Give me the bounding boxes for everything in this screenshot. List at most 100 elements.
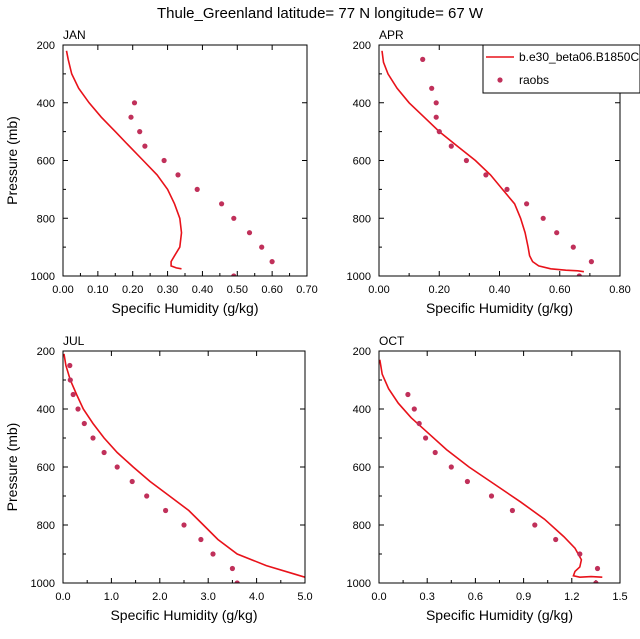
legend-raobs-marker xyxy=(497,77,503,83)
raobs-point xyxy=(448,143,454,149)
model-profile-line xyxy=(379,359,603,579)
y-tick-label: 600 xyxy=(353,462,371,474)
figure-title: Thule_Greenland latitude= 77 N longitude… xyxy=(157,5,484,22)
y-tick-label: 400 xyxy=(353,98,371,110)
model-profile-line xyxy=(381,50,585,273)
y-tick-label: 1000 xyxy=(347,271,371,283)
panel-label: OCT xyxy=(379,334,405,348)
raobs-point xyxy=(234,580,240,583)
raobs-point xyxy=(142,143,148,149)
raobs-point xyxy=(405,391,411,398)
raobs-point xyxy=(420,56,426,63)
raobs-point xyxy=(553,536,559,543)
panel-apr: APR 0.00 0.20 0.40 0.60 0.80 200 400 600 800 1000 S… xyxy=(347,28,631,316)
y-axis-label: Pressure (mb) xyxy=(4,116,20,205)
legend-box xyxy=(482,44,640,94)
model-profile-line xyxy=(65,50,183,270)
raobs-point xyxy=(219,201,225,207)
raobs-point xyxy=(70,391,76,398)
plot-area xyxy=(65,50,275,276)
x-tick-label: 0.9 xyxy=(516,591,531,603)
y-tick-label: 1000 xyxy=(347,578,371,590)
x-tick-label: 0.00 xyxy=(368,284,389,296)
panel-oct: OCT 0.0 0.3 0.6 0.9 1.2 1.5 200 400 600 800 1000 Spe… xyxy=(347,334,628,623)
raobs-point xyxy=(161,157,167,164)
raobs-point xyxy=(436,129,442,135)
raobs-point xyxy=(114,464,120,470)
plot-area xyxy=(379,359,603,583)
raobs-point xyxy=(210,551,216,557)
raobs-point xyxy=(432,449,438,456)
raobs-point xyxy=(576,273,582,276)
x-tick-label: 0.40 xyxy=(489,284,510,296)
raobs-point xyxy=(67,377,73,383)
x-tick-label: 0.3 xyxy=(420,591,435,603)
legend: b.e30_beta06.B1850C raobs xyxy=(482,44,640,94)
raobs-point xyxy=(181,522,187,528)
plot-area xyxy=(381,50,595,276)
raobs-point xyxy=(483,172,489,178)
legend-raobs-label: raobs xyxy=(519,73,549,87)
raobs-point xyxy=(463,157,469,164)
x-tick-label: 0.6 xyxy=(468,591,483,603)
x-tick-label: 1.0 xyxy=(104,591,119,603)
raobs-point xyxy=(144,493,150,499)
y-tick-label: 800 xyxy=(353,213,371,225)
panel-jan: JAN 0.00 0.10 0.20 0.30 0.40 0.50 0.60 0.70 200 40… xyxy=(4,28,318,316)
plot-frame xyxy=(62,44,308,277)
x-tick-label: 0.30 xyxy=(157,284,178,296)
y-tick-label: 800 xyxy=(353,520,371,532)
x-tick-label: 5.0 xyxy=(297,591,312,603)
raobs-point xyxy=(570,244,576,250)
raobs-point xyxy=(554,230,560,236)
raobs-point xyxy=(593,580,599,583)
raobs-point xyxy=(246,230,253,236)
raobs-point xyxy=(231,215,237,221)
x-tick-label: 0.20 xyxy=(122,284,143,296)
plot-frame xyxy=(378,350,621,584)
x-tick-label: 0.60 xyxy=(549,284,570,296)
y-tick-label: 200 xyxy=(353,346,371,358)
y-tick-label: 1000 xyxy=(31,578,55,590)
panel-label: JAN xyxy=(63,28,86,42)
x-tick-label: 0.00 xyxy=(52,284,73,296)
model-profile-line xyxy=(63,353,305,578)
x-tick-label: 0.40 xyxy=(192,284,213,296)
x-tick-label: 3.0 xyxy=(201,591,216,603)
raobs-point xyxy=(464,478,470,485)
chart-panels: JAN 0.00 0.10 0.20 0.30 0.40 0.50 0.60 0.70 200 40… xyxy=(4,28,631,623)
raobs-point xyxy=(67,362,73,369)
raobs-point xyxy=(524,201,530,207)
x-tick-label: 0.20 xyxy=(429,284,450,296)
raobs-point xyxy=(229,565,235,572)
x-tick-label: 0.50 xyxy=(227,284,248,296)
y-tick-label: 200 xyxy=(37,40,55,52)
raobs-point xyxy=(101,449,107,456)
raobs-point xyxy=(231,273,237,276)
y-tick-label: 200 xyxy=(353,40,371,52)
raobs-point xyxy=(433,100,439,106)
raobs-point xyxy=(423,435,429,441)
raobs-point xyxy=(175,172,181,178)
y-tick-label: 400 xyxy=(37,98,55,110)
x-tick-label: 1.2 xyxy=(564,591,579,603)
panel-jul: JUL 0.0 1.0 2.0 3.0 4.0 5.0 200 400 600 800 1000 Spe… xyxy=(4,334,313,623)
panel-label: APR xyxy=(379,28,404,42)
x-tick-label: 0.10 xyxy=(87,284,108,296)
raobs-point xyxy=(588,259,595,265)
raobs-point xyxy=(75,406,81,412)
raobs-point xyxy=(163,507,169,514)
raobs-point xyxy=(429,85,435,91)
raobs-point xyxy=(416,420,422,427)
raobs-point xyxy=(269,259,275,265)
raobs-point xyxy=(504,186,510,192)
legend-model-label: b.e30_beta06.B1850C xyxy=(519,50,639,64)
raobs-point xyxy=(594,565,601,572)
raobs-point xyxy=(194,186,200,192)
y-tick-label: 1000 xyxy=(31,271,55,283)
x-tick-label: 2.0 xyxy=(152,591,167,603)
x-tick-label: 0.70 xyxy=(296,284,317,296)
y-tick-label: 800 xyxy=(37,520,55,532)
y-tick-label: 600 xyxy=(37,462,55,474)
